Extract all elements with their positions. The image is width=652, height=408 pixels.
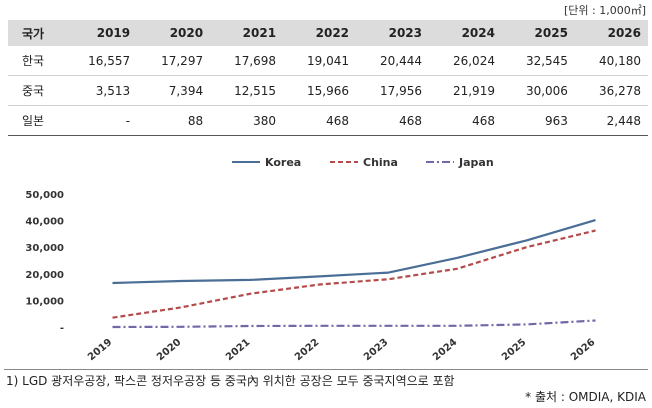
row-label: 일본 xyxy=(8,105,65,136)
unit-note: [단위 : 1,000㎡] xyxy=(563,4,646,17)
column-header-year: 2020 xyxy=(137,20,211,46)
table-body: 한국 16,557 17,297 17,698 19,041 20,444 26,024 32… xyxy=(8,46,648,136)
table-cell: 468 xyxy=(283,105,357,136)
line-chart: Korea China Japan - 10,000 20,000 30,000 40,000… xyxy=(25,156,597,363)
legend-item-china: China xyxy=(330,156,398,169)
y-tick-label: - xyxy=(60,323,64,334)
x-tick-label: 2019 xyxy=(86,337,114,363)
table-cell: 2,448 xyxy=(574,105,648,136)
legend-item-korea: Korea xyxy=(232,156,301,169)
table-cell: 30,006 xyxy=(501,75,575,106)
column-header-year: 2022 xyxy=(283,20,357,46)
x-tick-label: 2021 xyxy=(224,337,252,363)
table-cell: 36,278 xyxy=(574,75,648,106)
x-tick-label: 2026 xyxy=(569,337,597,363)
y-tick-label: 50,000 xyxy=(25,190,64,201)
legend-label: China xyxy=(363,156,398,169)
x-tick-label: 2020 xyxy=(155,337,183,363)
table-cell: 15,966 xyxy=(283,75,357,106)
series-line-korea xyxy=(112,219,596,285)
table-cell: 17,698 xyxy=(210,46,284,76)
table-cell: 7,394 xyxy=(137,75,211,106)
table-header-row: 국가 2019 2020 2021 2022 2023 2024 2025 2026 xyxy=(8,20,648,46)
table-row: 일본 -88 380 468 468 468 963 2,448 xyxy=(8,105,648,136)
series-line-china xyxy=(112,229,596,319)
table-cell: 963 xyxy=(501,105,575,136)
column-header-year: 2024 xyxy=(429,20,502,46)
table-row: 한국 16,557 17,297 17,698 19,041 20,444 26,024 32… xyxy=(8,46,648,76)
row-label: 중국 xyxy=(8,75,65,106)
legend-label: Korea xyxy=(265,156,301,169)
table-cell: 12,515 xyxy=(210,75,284,106)
table-cell: 40,180 xyxy=(574,46,648,76)
table-cell: 20,444 xyxy=(356,46,429,76)
table-cell: 380 xyxy=(210,105,284,136)
table-cell: 26,024 xyxy=(429,46,502,76)
y-tick-label: 40,000 xyxy=(25,217,64,228)
y-tick-label: 10,000 xyxy=(25,296,64,307)
table-cell: 88 xyxy=(137,105,211,136)
table-row: 중국 3,513 7,394 12,515 15,966 17,956 21,919 30,0… xyxy=(8,75,648,106)
data-table: 국가 2019 2020 2021 2022 2023 2024 2025 2026 한국 16,… xyxy=(8,20,648,136)
series-line-japan xyxy=(112,319,596,329)
column-header-year: 2026 xyxy=(574,20,648,46)
column-header-year: 2023 xyxy=(356,20,429,46)
x-tick-label: 2023 xyxy=(362,337,390,363)
table-cell: 16,557 xyxy=(64,46,138,76)
table-cell: 19,041 xyxy=(283,46,357,76)
x-tick-label: 2025 xyxy=(500,337,528,363)
table-cell: 17,297 xyxy=(137,46,211,76)
column-header-year: 2019 xyxy=(64,20,138,46)
table-cell: 32,545 xyxy=(501,46,575,76)
column-header-year: 2025 xyxy=(501,20,575,46)
table-cell: 3,513 xyxy=(64,75,138,106)
table-cell: 468 xyxy=(429,105,502,136)
column-header-country: 국가 xyxy=(8,20,65,46)
x-tick-label: 2022 xyxy=(293,337,321,363)
row-label: 한국 xyxy=(8,46,65,76)
x-tick-label: 2024 xyxy=(431,337,459,363)
footnote: 1) LGD 광저우공장, 팍스콘 정저우공장 등 중국內 위치한 공장은 모두… xyxy=(6,374,455,388)
table-cell: - xyxy=(64,105,138,136)
footnote-divider xyxy=(4,369,648,370)
table-cell: 468 xyxy=(356,105,429,136)
table-cell: 21,919 xyxy=(429,75,502,106)
table-cell: 17,956 xyxy=(356,75,429,106)
legend-item-japan: Japan xyxy=(426,156,494,169)
y-tick-label: 20,000 xyxy=(25,270,64,281)
column-header-year: 2021 xyxy=(210,20,284,46)
source-note: * 출처 : OMDIA, KDIA xyxy=(525,390,646,404)
legend-label: Japan xyxy=(458,156,494,169)
y-tick-label: 30,000 xyxy=(25,243,64,254)
